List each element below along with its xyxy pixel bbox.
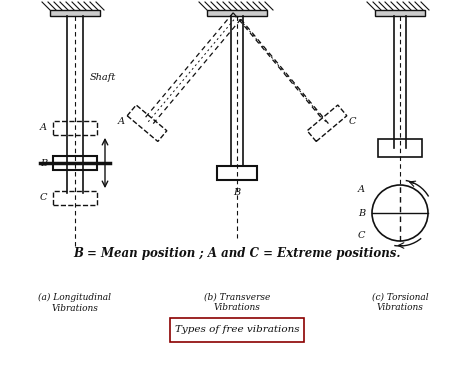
Bar — [127, 105, 167, 141]
Bar — [375, 10, 425, 16]
Text: A: A — [358, 185, 365, 195]
Bar — [207, 10, 267, 16]
Text: A: A — [40, 124, 47, 132]
Bar — [50, 10, 100, 16]
Text: (c) Torsional
Vibrations: (c) Torsional Vibrations — [372, 293, 428, 312]
Text: (a) Longitudinal
Vibrations: (a) Longitudinal Vibrations — [38, 293, 111, 312]
Text: C: C — [357, 231, 365, 241]
Bar — [378, 139, 422, 157]
Bar — [53, 121, 97, 135]
Text: B: B — [233, 188, 241, 197]
Text: B: B — [358, 209, 365, 217]
Bar — [307, 105, 347, 141]
Text: B: B — [40, 159, 47, 167]
FancyBboxPatch shape — [170, 318, 304, 342]
Text: Shaft: Shaft — [90, 74, 116, 82]
Text: (b) Transverse
Vibrations: (b) Transverse Vibrations — [204, 293, 270, 312]
Text: C: C — [39, 194, 47, 202]
Text: Types of free vibrations: Types of free vibrations — [175, 326, 299, 335]
Bar — [217, 166, 257, 180]
Circle shape — [372, 185, 428, 241]
Text: B = Mean position ; A and C = Extreme positions.: B = Mean position ; A and C = Extreme po… — [73, 247, 401, 259]
Bar — [53, 156, 97, 170]
Bar — [53, 191, 97, 205]
Text: C: C — [349, 117, 356, 126]
Text: A: A — [118, 117, 125, 126]
